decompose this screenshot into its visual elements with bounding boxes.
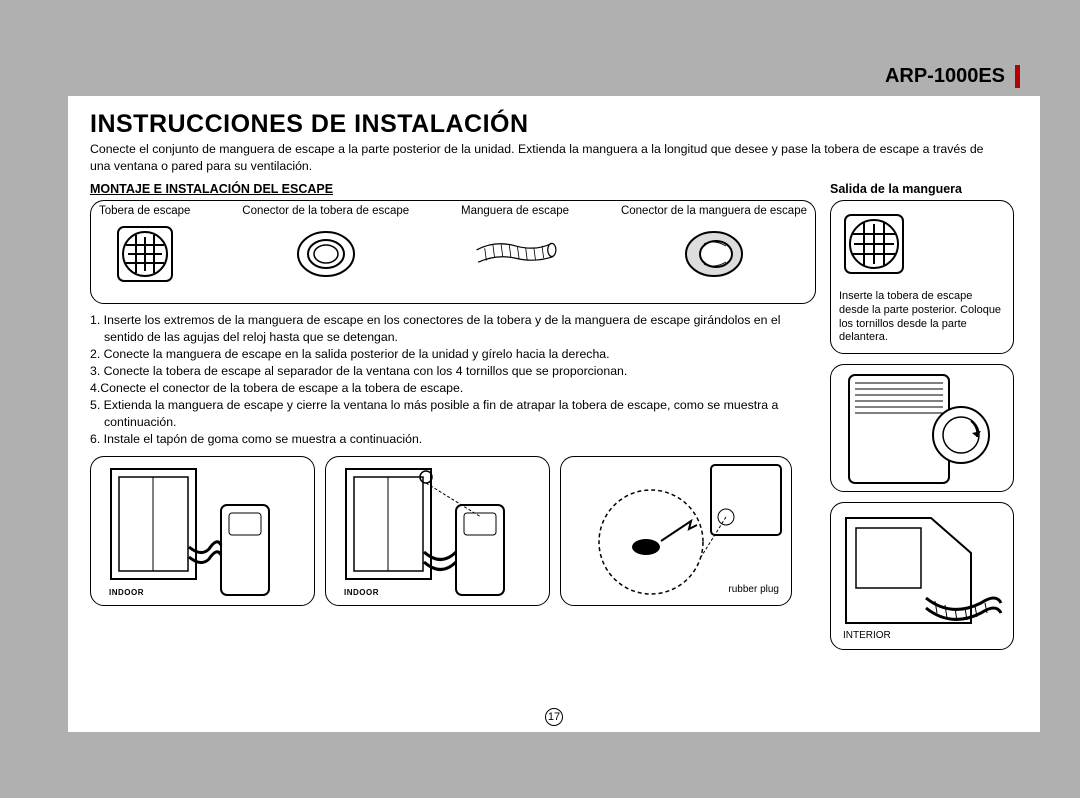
step-2: 2. Conecte la manguera de escape en la s… [90, 346, 816, 363]
indoor-label: INDOOR [344, 588, 379, 597]
window-install-figure-1: INDOOR [90, 456, 315, 606]
salida-text: Inserte la tobera de escape desde la par… [839, 290, 1005, 345]
indoor-label: INDOOR [109, 588, 144, 597]
part-label: Conector de la manguera de escape [621, 205, 807, 217]
step-3: 3. Conecte la tobera de escape al separa… [90, 363, 816, 380]
salida-heading: Salida de la manguera [830, 182, 1018, 196]
content-area: INSTRUCCIONES DE INSTALACIÓN Conecte el … [68, 96, 1040, 650]
part-label: Tobera de escape [99, 205, 190, 217]
rubber-plug-label: rubber plug [728, 584, 779, 595]
step-5: 5. Extienda la manguera de escape y cier… [90, 397, 816, 431]
step-4: 4.Conecte el conector de la tobera de es… [90, 380, 816, 397]
left-column: MONTAJE E INSTALACIÓN DEL ESCAPE Tobera … [90, 182, 816, 650]
interior-label: INTERIOR [843, 630, 891, 641]
step-1: 1. Inserte los extremos de la manguera d… [90, 312, 816, 346]
section-subhead: MONTAJE E INSTALACIÓN DEL ESCAPE [90, 182, 816, 196]
ring-connector-icon [281, 219, 371, 289]
part-label: Manguera de escape [461, 205, 569, 217]
part-tobera: Tobera de escape [99, 205, 190, 299]
part-manguera: Manguera de escape [461, 205, 569, 299]
part-conector-manguera: Conector de la manguera de escape [621, 205, 807, 299]
unit-back-figure [830, 364, 1014, 492]
page-number: 17 [545, 708, 563, 726]
model-number: ARP-1000ES [885, 65, 1020, 88]
hose-connector-icon [669, 219, 759, 289]
instruction-steps: 1. Inserte los extremos de la manguera d… [90, 312, 816, 448]
manual-page: ARP-1000ES INSTRUCCIONES DE INSTALACIÓN … [68, 36, 1040, 732]
window-install-figure-2: INDOOR [325, 456, 550, 606]
parts-diagram-box: Tobera de escape [90, 200, 816, 304]
right-column: Salida de la manguera Inserte la tobera … [830, 182, 1018, 650]
grille-icon [839, 209, 909, 279]
header-bar: ARP-1000ES [68, 36, 1040, 96]
step-6: 6. Instale el tapón de goma como se mues… [90, 431, 816, 448]
hose-icon [470, 219, 560, 289]
grille-icon [100, 219, 190, 289]
intro-text: Conecte el conjunto de manguera de escap… [90, 141, 990, 174]
main-row: MONTAJE E INSTALACIÓN DEL ESCAPE Tobera … [90, 182, 1018, 650]
salida-box: Inserte la tobera de escape desde la par… [830, 200, 1014, 354]
wall-install-figure: INTERIOR [830, 502, 1014, 650]
part-label: Conector de la tobera de escape [242, 205, 409, 217]
part-conector-tobera: Conector de la tobera de escape [242, 205, 409, 299]
bottom-figures-row: INDOOR [90, 456, 816, 606]
page-title: INSTRUCCIONES DE INSTALACIÓN [90, 110, 1018, 139]
rubber-plug-figure: rubber plug [560, 456, 792, 606]
